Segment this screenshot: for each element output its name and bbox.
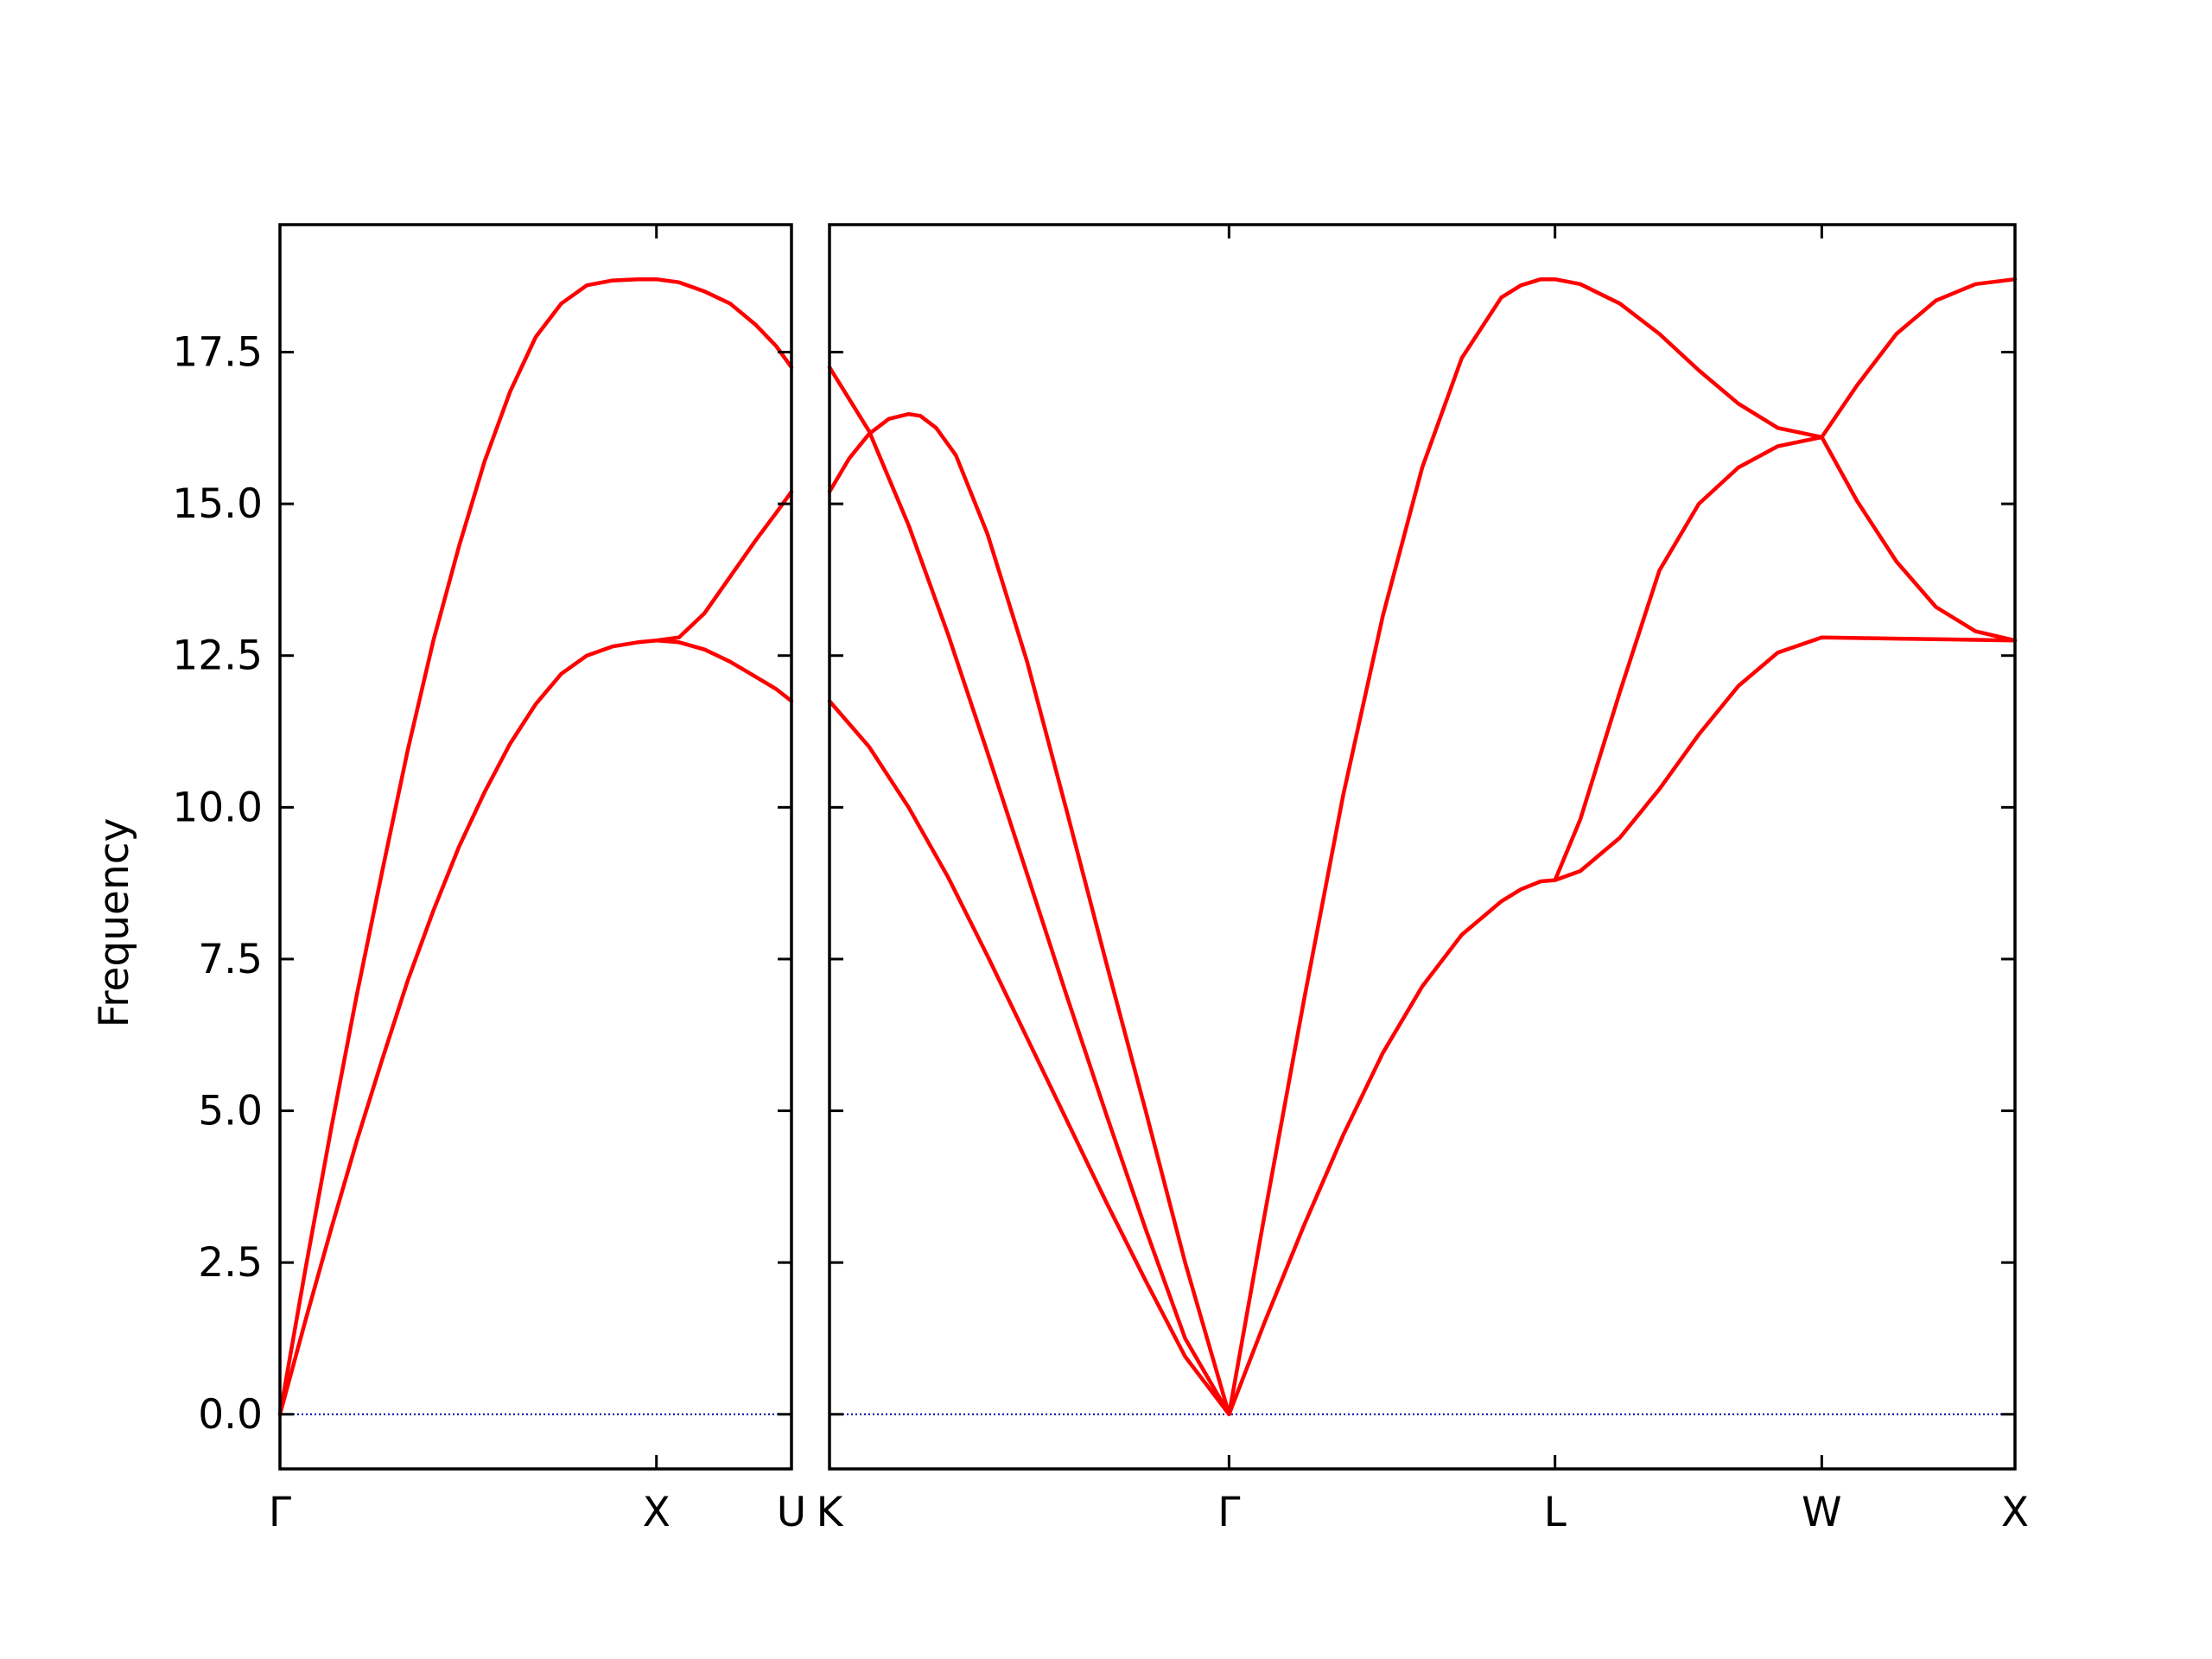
y-tick-label: 2.5: [198, 1239, 263, 1287]
phonon-branch-2: [827, 411, 1231, 1417]
x-tick-label: U: [777, 1489, 806, 1536]
y-tick-label: 10.0: [172, 784, 263, 831]
phonon-branch-6: [1553, 435, 2018, 882]
phonon-branch-4: [1227, 276, 2018, 1417]
phonon-branch-3: [827, 699, 1231, 1417]
plot-frame: [828, 223, 2017, 1471]
x-tick-label: Γ: [1217, 1489, 1240, 1536]
panel-gamma-x-u: 0.0 2.5 5.0 7.5 10.0 12.5 15.0 17.5 Γ X U: [172, 223, 806, 1536]
y-tick-label: 7.5: [198, 936, 263, 983]
x-tick-label: X: [643, 1489, 671, 1536]
x-tick-label: L: [1544, 1489, 1567, 1536]
plot-frame: [278, 223, 793, 1471]
y-tick-label: 0.0: [198, 1391, 263, 1439]
y-tick-label: 12.5: [172, 632, 263, 680]
y-tick-label: 15.0: [172, 480, 263, 528]
phonon-branch-1: [277, 276, 794, 1417]
phonon-branch-3: [654, 638, 794, 703]
x-tick-label: Γ: [269, 1489, 291, 1536]
phonon-branch-5: [1227, 635, 2018, 1417]
y-tick-label: 5.0: [198, 1088, 263, 1135]
y-axis-label: Frequency: [91, 818, 138, 1028]
y-tick-label: 17.5: [172, 329, 263, 377]
phonon-branch-2: [277, 489, 794, 1417]
x-tick-label: X: [2001, 1489, 2029, 1536]
x-tick-label: W: [1802, 1489, 1841, 1536]
phonon-branch-1: [827, 365, 1231, 1417]
x-tick-label: K: [817, 1489, 844, 1536]
